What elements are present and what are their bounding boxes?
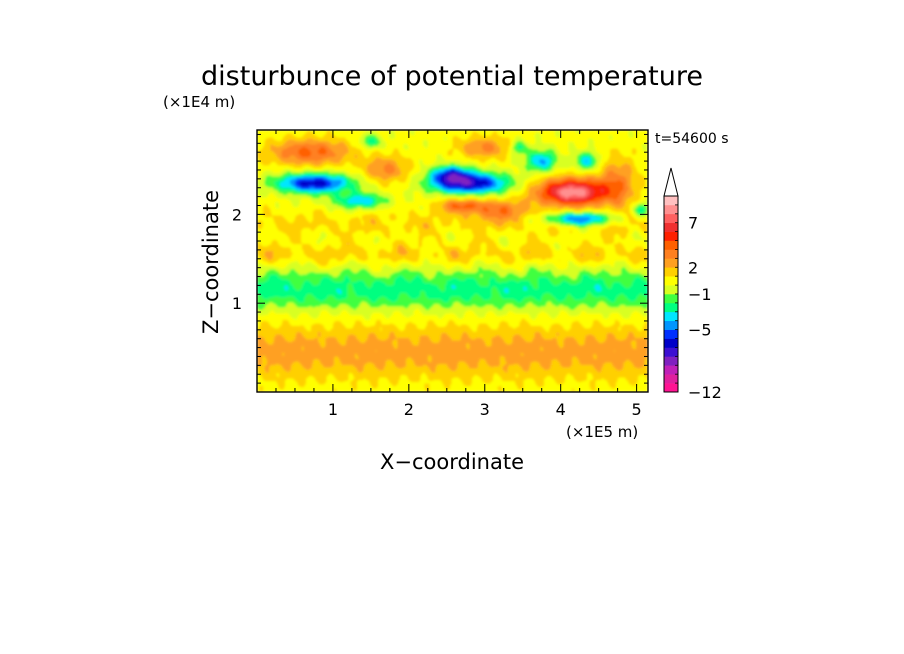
colorbar-swatch [664,204,678,215]
colorbar-swatch [664,267,678,277]
y-tick-label: 2 [232,205,242,224]
colorbar-swatch [664,311,678,322]
y-axis-tick-labels: 12 [232,205,242,313]
colorbar-swatch [664,320,678,330]
x-tick-label: 1 [328,400,338,419]
y-axis-ticks [257,133,648,384]
heatmap-field [257,130,648,392]
colorbar-swatch [664,196,678,206]
colorbar-tick-label: −5 [688,321,712,340]
colorbar-swatch [664,249,678,259]
colorbar [663,167,679,393]
colorbar-swatch [664,356,678,366]
chart-title: disturbunce of potential temperature [201,61,703,92]
colorbar-swatch [664,276,678,286]
colorbar-swatch [664,258,678,268]
colorbar-swatch [664,302,678,313]
x-tick-label: 4 [556,400,566,419]
colorbar-tick-label: 7 [688,214,698,233]
plot-frame [256,129,649,393]
y-unit-label: (×1E4 m) [163,93,235,111]
y-tick-label: 1 [232,294,242,313]
time-label: t=54600 s [655,131,729,147]
colorbar-swatch [664,285,678,295]
colorbar-tick-labels: −12−5−127 [688,214,722,402]
x-axis-label: X−coordinate [380,450,524,474]
colorbar-swatch [664,374,678,384]
y-axis-label: Z−coordinate [199,190,223,334]
colorbar-tick-label: −12 [688,383,722,402]
x-axis-ticks [275,130,638,392]
colorbar-swatch [664,213,678,224]
colorbar-tick-label: −1 [688,285,712,304]
colorbar-swatch [664,329,678,339]
x-axis-tick-labels: 1 2 3 4 5 [328,400,642,419]
colorbar-swatch [664,347,678,357]
colorbar-swatch [664,383,678,393]
colorbar-swatch [664,222,678,232]
colorbar-swatch [664,338,678,348]
colorbar-tick-label: 2 [688,258,698,277]
x-unit-label: (×1E5 m) [566,423,638,441]
colorbar-swatch [664,231,678,241]
x-tick-label: 3 [480,400,490,419]
colorbar-swatch [664,294,678,304]
colorbar-swatch [664,365,678,375]
x-tick-label: 2 [404,400,414,419]
colorbar-swatch [664,240,678,250]
x-tick-label: 5 [632,400,642,419]
